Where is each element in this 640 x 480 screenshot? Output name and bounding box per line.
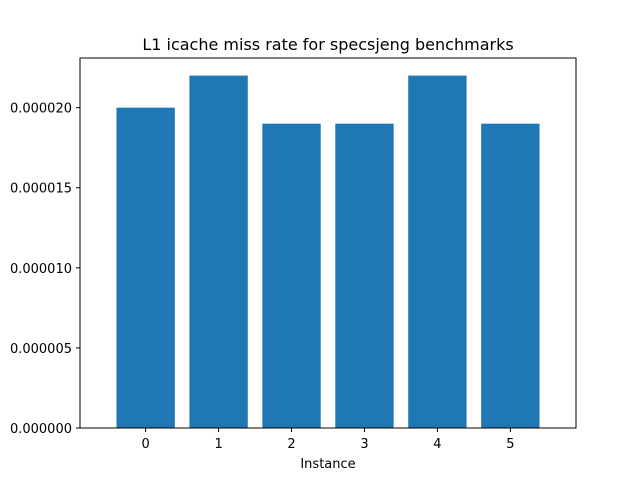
- x-axis-title: Instance: [300, 457, 355, 472]
- plot-area: 0 1 2 3 4 5 0.000000 0.000005 0.000010 0.000015 0.…: [10, 57, 577, 452]
- y-tick-label-3: 0.000015: [10, 182, 72, 197]
- bar-1: [189, 75, 248, 428]
- axes-frame: [79, 57, 577, 429]
- x-tick-label-4: 4: [433, 437, 441, 452]
- bar-5: [481, 123, 540, 429]
- y-tick-label-1: 0.000005: [10, 342, 72, 357]
- x-tick-label-0: 0: [142, 437, 150, 452]
- y-tick-label-2: 0.000010: [10, 262, 72, 277]
- chart-title: L1 icache miss rate for specsjeng benchm…: [142, 35, 513, 54]
- bar-3: [335, 123, 394, 429]
- x-tick-label-1: 1: [214, 437, 222, 452]
- y-tick-label-0: 0.000000: [10, 422, 72, 437]
- bar-2: [262, 123, 321, 429]
- x-tick-label-3: 3: [360, 437, 368, 452]
- bar-0: [116, 107, 175, 428]
- x-tick-label-2: 2: [287, 437, 295, 452]
- x-tick-label-5: 5: [506, 437, 514, 452]
- bar-4: [408, 75, 467, 428]
- y-tick-label-4: 0.000020: [10, 102, 72, 117]
